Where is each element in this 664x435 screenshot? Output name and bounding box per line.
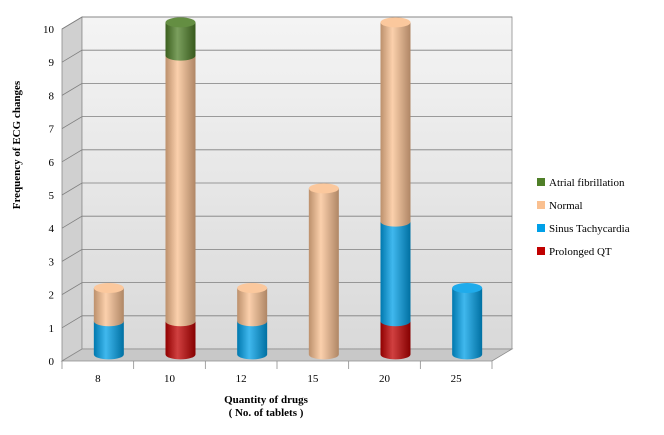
bar-body bbox=[380, 321, 411, 360]
bar-segment bbox=[380, 221, 411, 327]
bar-top-cap bbox=[237, 283, 268, 293]
bar-segment bbox=[165, 17, 196, 61]
y-tick-label: 0 bbox=[49, 356, 55, 368]
bar-body bbox=[165, 321, 196, 360]
y-tick-label: 7 bbox=[49, 124, 55, 136]
y-tick-label: 1 bbox=[49, 323, 55, 335]
legend-label: Normal bbox=[549, 200, 583, 212]
y-tick-label: 10 bbox=[43, 24, 55, 36]
x-axis-ticks: 8 10 12 15 20 25 bbox=[61, 361, 493, 385]
x-tick-label: 12 bbox=[236, 373, 247, 385]
bars bbox=[93, 17, 483, 360]
x-tick-label: 8 bbox=[95, 373, 101, 385]
gridline bbox=[61, 182, 512, 196]
gridline bbox=[61, 248, 512, 262]
legend-swatch bbox=[537, 201, 545, 209]
x-axis-title: Quantity of drugs bbox=[224, 394, 308, 406]
bar-segment bbox=[165, 321, 196, 360]
y-axis-ticks: 0 1 2 3 4 5 6 7 8 9 10 bbox=[43, 24, 55, 368]
x-tick-label: 25 bbox=[451, 373, 463, 385]
legend-swatch bbox=[537, 178, 545, 186]
y-tick-label: 8 bbox=[49, 90, 55, 102]
bar-segment bbox=[308, 183, 339, 360]
legend: Atrial fibrillation Normal Sinus Tachycard… bbox=[537, 177, 630, 258]
y-tick-label: 9 bbox=[49, 57, 55, 69]
bar-segment bbox=[93, 283, 124, 327]
bar-body bbox=[93, 321, 124, 360]
x-tick-label: 15 bbox=[307, 373, 319, 385]
y-tick-label: 5 bbox=[49, 190, 55, 202]
bar-top-cap bbox=[308, 183, 339, 194]
bar-top-cap bbox=[93, 283, 124, 293]
x-tick-label: 10 bbox=[164, 373, 176, 385]
x-tick-label: 20 bbox=[379, 373, 391, 385]
bar-segment bbox=[237, 321, 268, 360]
bar-segment bbox=[93, 321, 124, 360]
bar-segment bbox=[452, 283, 483, 360]
gridline bbox=[61, 16, 512, 30]
bar-segment bbox=[237, 283, 268, 327]
bar-top-cap bbox=[165, 17, 196, 28]
gridline bbox=[61, 83, 512, 96]
y-axis-title: Frequency of ECG changes bbox=[11, 80, 23, 209]
bar-body bbox=[237, 288, 268, 327]
gridline bbox=[61, 149, 512, 163]
gridlines bbox=[61, 16, 512, 329]
bar-body bbox=[237, 321, 268, 360]
bar-top-cap bbox=[452, 283, 483, 293]
legend-swatch bbox=[537, 247, 545, 255]
bar-body bbox=[165, 22, 196, 61]
bar-body bbox=[165, 55, 196, 327]
legend-label: Sinus Tachycardia bbox=[549, 223, 630, 235]
bar-body bbox=[93, 288, 124, 327]
y-tick-label: 2 bbox=[49, 290, 55, 302]
y-tick-label: 6 bbox=[49, 157, 55, 169]
legend-swatch bbox=[537, 224, 545, 232]
x-axis-title-line2: ( No. of tablets ) bbox=[229, 407, 304, 419]
gridline bbox=[61, 49, 512, 63]
bar-top-cap bbox=[380, 17, 411, 28]
y-tick-label: 3 bbox=[49, 256, 55, 268]
y-tick-label: 4 bbox=[49, 223, 55, 235]
bar-segment bbox=[380, 17, 411, 227]
floor bbox=[60, 348, 514, 362]
bar-segment bbox=[165, 55, 196, 327]
bar-body bbox=[380, 221, 411, 327]
legend-label: Atrial fibrillation bbox=[549, 177, 625, 189]
gridline bbox=[61, 315, 512, 329]
gridline bbox=[61, 282, 512, 295]
bar-segment bbox=[380, 321, 411, 360]
legend-label: Prolonged QT bbox=[549, 246, 612, 258]
gridline bbox=[61, 215, 512, 229]
gridline bbox=[61, 116, 512, 129]
bar-body bbox=[380, 22, 411, 227]
plot-walls bbox=[60, 16, 514, 362]
bar-body bbox=[308, 188, 339, 360]
bar-body bbox=[452, 288, 483, 360]
